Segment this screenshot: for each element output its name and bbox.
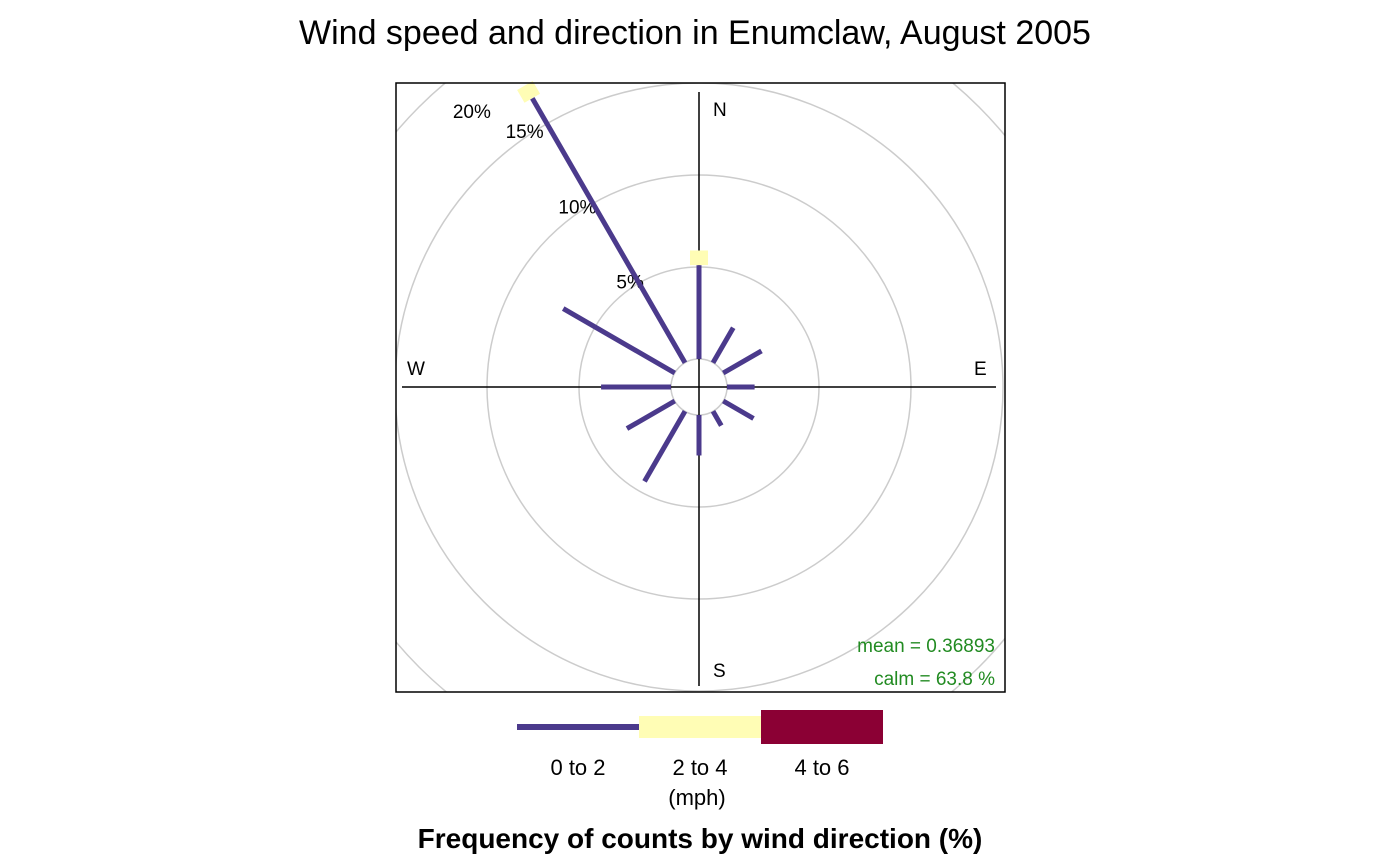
- spoke-240-bin-0: [625, 398, 677, 431]
- legend-key-2: [761, 710, 883, 744]
- compass-east-label: E: [974, 359, 987, 380]
- spoke-210-bin-0: [642, 409, 688, 483]
- spoke-300-bin-0: [561, 306, 677, 376]
- plot-panel-border: [395, 82, 1006, 693]
- spoke-60-bin-0: [721, 348, 763, 376]
- legend-label-0: 0 to 2: [550, 755, 605, 780]
- compass-south-label: S: [713, 661, 726, 682]
- spoke-150-bin-0: [710, 409, 724, 427]
- legend-units-label: (mph): [668, 785, 725, 810]
- legend-key-1: [639, 716, 761, 738]
- x-axis-label: Frequency of counts by wind direction (%…: [418, 823, 983, 854]
- spoke-120-bin-0: [721, 398, 755, 421]
- ring-labels: 5%10%15%20%: [453, 102, 644, 294]
- legend-key-0: [517, 724, 639, 730]
- legend: 0 to 2 2 to 4 4 to 6: [517, 710, 883, 780]
- legend-label-2: 4 to 6: [794, 755, 849, 780]
- legend-label-1: 2 to 4: [672, 755, 727, 780]
- spoke-330-bin-0: [530, 96, 688, 365]
- compass-north-label: N: [713, 100, 727, 121]
- compass-west-label: W: [407, 359, 425, 380]
- spoke-330-bin-1: [517, 80, 541, 103]
- wind-spokes: [517, 80, 763, 483]
- calm-stat: calm = 63.8 %: [874, 669, 995, 690]
- grid-ring-15: [396, 83, 1004, 692]
- ring-label-20: 20%: [453, 102, 491, 123]
- spoke-30-bin-0: [710, 326, 736, 365]
- mean-stat: mean = 0.36893: [857, 636, 995, 657]
- ring-label-15: 15%: [506, 122, 544, 143]
- ring-label-10: 10%: [558, 197, 596, 218]
- chart-title: Wind speed and direction in Enumclaw, Au…: [299, 14, 1091, 52]
